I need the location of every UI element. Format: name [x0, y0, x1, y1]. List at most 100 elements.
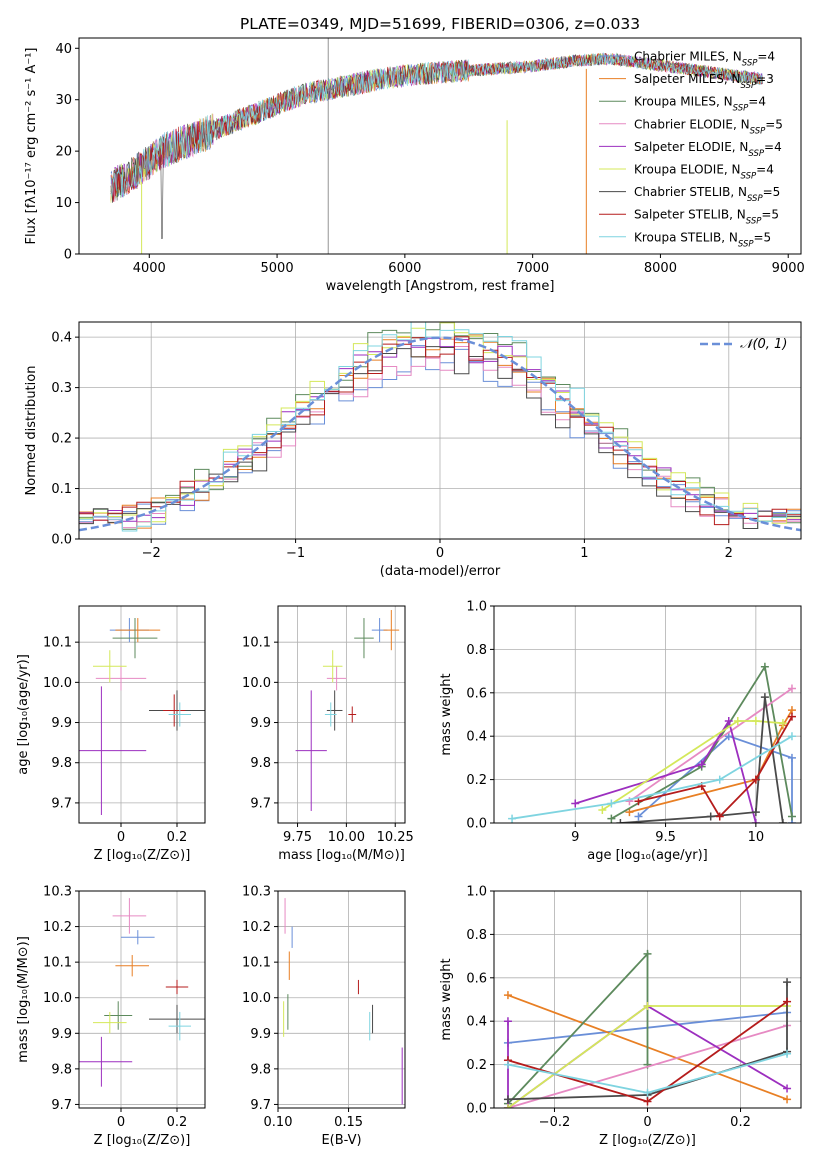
weight-marker: [607, 814, 616, 823]
weight-line: [511, 735, 793, 820]
axes-frame: [78, 890, 206, 1109]
weight-marker: [760, 693, 769, 702]
y-tick-label: 9.8: [51, 756, 72, 771]
error-bar-point: [93, 650, 127, 683]
y-tick-label: 0.2: [51, 432, 72, 447]
error-bar-point: [79, 1036, 133, 1087]
y-tick-label: 10: [55, 196, 72, 211]
y-axis-label: mass weight: [439, 673, 454, 755]
error-bar-point: [163, 694, 186, 727]
x-tick-label: 10.00: [328, 830, 365, 845]
y-tick-label: 0.2: [466, 773, 487, 788]
weight-marker: [625, 808, 634, 817]
error-bar-point: [322, 650, 343, 683]
error-bar-point: [112, 618, 158, 659]
weight-line: [601, 720, 783, 811]
weight-marker: [706, 812, 715, 821]
y-tick-label: 0.2: [466, 1058, 487, 1073]
weight-marker: [503, 1104, 512, 1108]
figure-title: PLATE=0349, MJD=51699, FIBERID=0306, z=0…: [240, 15, 640, 33]
weight-marker: [787, 812, 796, 821]
weight_vs_age-axes: 9 9.5 10 0.0 0.2 0.4 0.6 0.8 1.0 age [log₁₀(age/y…: [439, 600, 802, 863]
histogram-step: [79, 322, 801, 524]
x-tick-label: 0.2: [167, 1115, 188, 1130]
error-bar-point: [295, 690, 327, 811]
y-tick-label: 9.9: [250, 716, 271, 731]
spectrum-plot-area: [110, 38, 763, 254]
weight-marker: [787, 712, 796, 721]
x-tick-label: −2: [142, 546, 161, 561]
weight-marker: [503, 1060, 512, 1069]
x-tick-label: 9.75: [283, 830, 312, 845]
x-axis-label: Z [log₁₀(Z/Z⊙)]: [599, 1133, 696, 1148]
y-tick-label: 10.2: [43, 920, 72, 935]
histogram-step: [79, 322, 801, 532]
y-tick-label: 0.4: [466, 730, 487, 745]
error-bar-point: [121, 930, 155, 945]
weight-marker: [634, 797, 643, 806]
y-axis-label: Flux [fλ10⁻¹⁷ erg cm⁻² s⁻¹ A⁻¹]: [24, 48, 39, 245]
age_vs_mass-plot-area: [295, 610, 400, 811]
error-bar-point: [149, 1004, 205, 1034]
error-bar-point: [168, 702, 191, 727]
x-tick-label: 7000: [516, 261, 549, 276]
weight-marker: [715, 775, 724, 784]
x-tick-label: 5000: [261, 261, 294, 276]
y-tick-label: 9.9: [250, 1027, 271, 1042]
legend-label: Chabrier MILES, NSSP=4: [634, 50, 775, 69]
weight-marker: [751, 808, 760, 817]
x-tick-label: 9.5: [655, 830, 676, 845]
y-tick-label: 0.0: [51, 533, 72, 548]
mass_vs_Z-axes: 0 0.2 9.7 9.8 9.9 10.0 10.1 10.2 10.3 Z [log₁₀(Z/…: [16, 885, 206, 1148]
y-tick-label: 10.0: [242, 991, 271, 1006]
spectrum-line: [110, 53, 763, 202]
spectrum-legend: Chabrier MILES, NSSP=4 Salpeter MILES, NS…: [599, 50, 783, 249]
weight_vs_Z-plot-area: [503, 949, 792, 1108]
y-tick-label: 0.4: [466, 1015, 487, 1030]
weight-marker: [787, 753, 796, 762]
error-bar-point: [104, 1001, 133, 1030]
x-tick-label: 2: [725, 546, 733, 561]
y-tick-label: 0.6: [466, 971, 487, 986]
y-tick-label: 20: [55, 145, 72, 160]
weight-marker: [697, 760, 706, 769]
x-tick-label: 0: [643, 1115, 651, 1130]
error-bar-point: [79, 686, 147, 815]
axes-frame: [493, 605, 802, 824]
weight-marker: [783, 1049, 792, 1058]
legend-label: Salpeter ELODIE, NSSP=4: [634, 140, 782, 159]
legend-label: 𝒩(0, 1): [740, 337, 787, 352]
weight_vs_Z-axes: −0.2 0 0.2 0.0 0.2 0.4 0.6 0.8 1.0 Z [log₁₀(Z/Z⊙)…: [439, 885, 802, 1148]
error-bar-point: [93, 1011, 127, 1034]
legend-label: Salpeter STELIB, NSSP=5: [634, 208, 779, 227]
y-tick-label: 0.8: [466, 928, 487, 943]
weight-marker: [643, 1088, 652, 1097]
age_vs_Z-plot-area: [79, 618, 205, 815]
x-tick-label: 0: [436, 546, 444, 561]
y-axis-label: age [log₁₀(age/yr)]: [16, 654, 31, 775]
weight-marker: [634, 812, 643, 821]
x-tick-label: 9000: [772, 261, 805, 276]
y-tick-label: 9.7: [250, 1098, 271, 1113]
weight-marker: [783, 1084, 792, 1093]
weight-marker: [783, 1095, 792, 1104]
x-axis-label: E(B-V): [321, 1133, 361, 1148]
weight-marker: [643, 1002, 652, 1011]
error-bar-point: [115, 955, 149, 977]
x-tick-label: 0.2: [730, 1115, 751, 1130]
weight-line: [629, 709, 793, 813]
weight-marker: [778, 819, 787, 823]
x-tick-label: 8000: [644, 261, 677, 276]
mass_vs_ebv-axes: 0.10 0.15 9.7 9.8 9.9 10.0 10.1 10.2 10.3 E(B-V): [242, 885, 406, 1148]
weight-marker: [616, 819, 625, 823]
x-tick-label: 1: [580, 546, 588, 561]
x-tick-label: 0.2: [167, 830, 188, 845]
y-tick-label: 9.7: [51, 1098, 72, 1113]
legend-label: Chabrier STELIB, NSSP=5: [634, 185, 780, 204]
y-tick-label: 0.3: [51, 381, 72, 396]
x-tick-label: 6000: [388, 261, 421, 276]
y-tick-label: 10.0: [43, 676, 72, 691]
y-tick-label: 10.1: [242, 956, 271, 971]
weight-marker: [571, 799, 580, 808]
